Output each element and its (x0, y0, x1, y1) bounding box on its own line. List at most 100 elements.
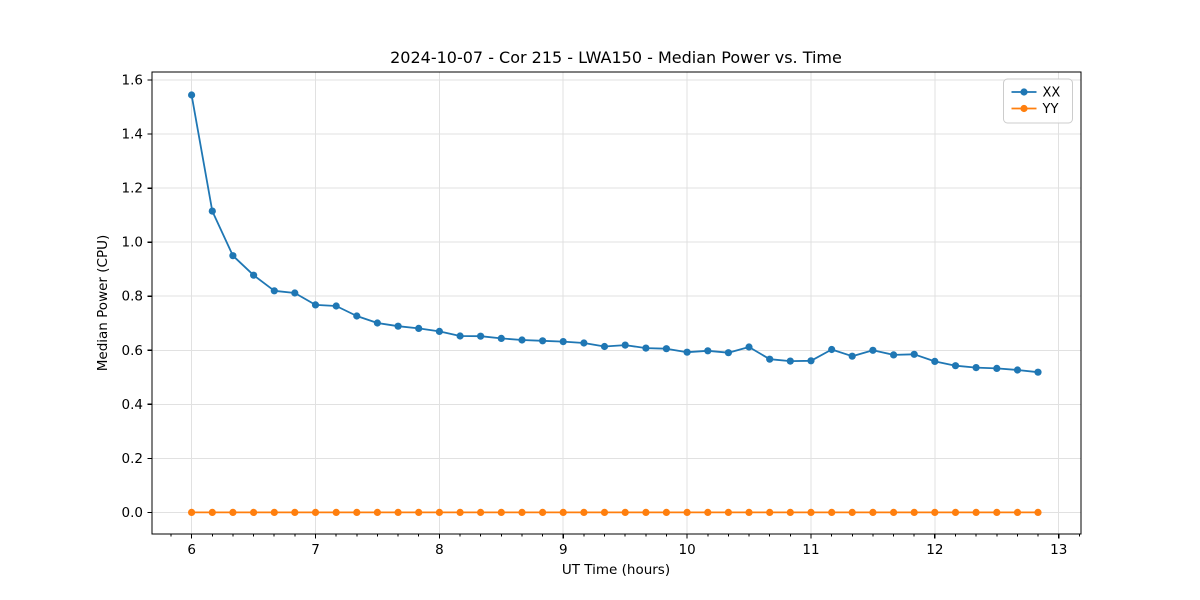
series-YY-marker (559, 508, 567, 516)
series-XX-marker (456, 332, 464, 340)
series-XX-marker (766, 355, 774, 363)
series-XX-marker (890, 351, 898, 359)
series-XX-marker (993, 364, 1001, 372)
series-XX-marker (745, 343, 753, 351)
series-XX-marker (394, 322, 402, 330)
tick-layer: 6 7 8 9 10 11 12 13 0.0 0.2 0.4 0.6 0.8 1.0 1.2 1.4 1.6 (122, 73, 1080, 558)
series-YY-marker (435, 508, 443, 516)
grid-layer (152, 72, 1081, 534)
series-XX-marker (208, 207, 216, 215)
series-XX-marker (848, 352, 856, 360)
y-axis-label: Median Power (CPU) (95, 235, 111, 371)
series-YY-marker (1013, 508, 1022, 516)
series-YY-marker (704, 508, 712, 516)
x-tick-label: 13 (1050, 542, 1067, 558)
series-YY-marker (539, 508, 547, 516)
series-YY-marker (828, 508, 836, 516)
series-XX-marker (353, 312, 361, 320)
series-XX-marker (662, 345, 671, 353)
series-YY-marker (766, 508, 774, 516)
series-XX-marker (311, 301, 320, 309)
x-tick-label: 6 (187, 542, 196, 558)
chart-title: 2024-10-07 - Cor 215 - LWA150 - Median P… (390, 48, 842, 67)
series-YY-marker (270, 508, 278, 516)
series-YY-marker (208, 508, 216, 516)
y-tick-label: 0.6 (122, 343, 143, 359)
series-XX-marker (910, 350, 918, 358)
legend-label: XX (1043, 86, 1061, 101)
series-XX-marker (373, 319, 381, 327)
y-tick-label: 0.0 (122, 505, 143, 521)
series-XX-marker (951, 362, 960, 370)
series-YY-marker (890, 508, 898, 516)
legend-label: YY (1042, 102, 1059, 117)
x-tick-label: 12 (926, 542, 943, 558)
series-YY-marker (642, 508, 650, 516)
y-tick-label: 1.6 (122, 73, 143, 89)
series-YY-marker (580, 508, 588, 516)
series-XX-marker (972, 364, 980, 372)
series-YY-marker (662, 508, 671, 516)
series-YY-marker (951, 508, 960, 516)
series-XX-marker (415, 324, 423, 332)
series-YY-marker (250, 508, 258, 516)
series-YY-marker (745, 508, 753, 516)
series-YY-marker (807, 508, 815, 516)
series-XX-marker (518, 336, 526, 344)
series-YY-marker (188, 508, 196, 516)
series-XX-marker (683, 348, 691, 356)
series-XX-marker (724, 349, 733, 357)
x-tick-label: 9 (559, 542, 568, 558)
series-XX-marker (1034, 368, 1042, 376)
series-XX-marker (869, 346, 877, 354)
legend-sample-marker (1020, 104, 1028, 113)
series-layer (188, 91, 1042, 516)
series-XX-marker (621, 341, 629, 349)
series-XX-marker (188, 91, 196, 99)
series-XX-marker (332, 302, 340, 310)
series-XX-marker (250, 271, 258, 279)
series-XX-marker (291, 289, 299, 297)
series-YY-marker (332, 508, 340, 516)
series-YY-marker (291, 508, 299, 516)
series-XX (188, 91, 1042, 376)
series-YY-marker (518, 508, 526, 516)
series-XX-marker (931, 357, 939, 365)
y-tick-label: 0.4 (122, 397, 143, 413)
y-tick-label: 0.2 (122, 451, 143, 467)
series-XX-marker (642, 344, 650, 352)
x-tick-label: 11 (802, 542, 819, 558)
legend-sample-marker (1020, 88, 1028, 96)
y-tick-label: 1.0 (122, 235, 143, 251)
series-YY-marker (415, 508, 423, 516)
series-YY-marker (848, 508, 856, 516)
plot-border (151, 71, 1082, 535)
series-XX-line (190, 94, 1039, 374)
series-XX-marker (497, 334, 505, 342)
series-YY-marker (229, 508, 237, 516)
series-YY-marker (600, 508, 609, 516)
series-YY-marker (993, 508, 1001, 516)
series-YY-marker (869, 508, 877, 516)
series-XX-marker (1013, 366, 1022, 374)
y-tick-label: 1.2 (122, 181, 143, 197)
series-YY-marker (910, 508, 918, 516)
series-XX-marker (270, 287, 278, 295)
series-XX-marker (539, 337, 547, 345)
series-XX-marker (435, 327, 443, 335)
x-tick-label: 8 (435, 542, 444, 558)
series-YY-marker (724, 508, 733, 516)
series-YY-marker (394, 508, 402, 516)
series-YY-marker (456, 508, 464, 516)
series-YY-marker (497, 508, 505, 516)
series-YY-marker (683, 508, 691, 516)
series-YY-marker (477, 508, 485, 516)
x-axis-label: UT Time (hours) (562, 562, 670, 578)
series-XX-marker (828, 345, 836, 354)
series-YY-marker (621, 508, 629, 516)
legend-box (1003, 78, 1073, 124)
series-XX-marker (580, 339, 588, 347)
